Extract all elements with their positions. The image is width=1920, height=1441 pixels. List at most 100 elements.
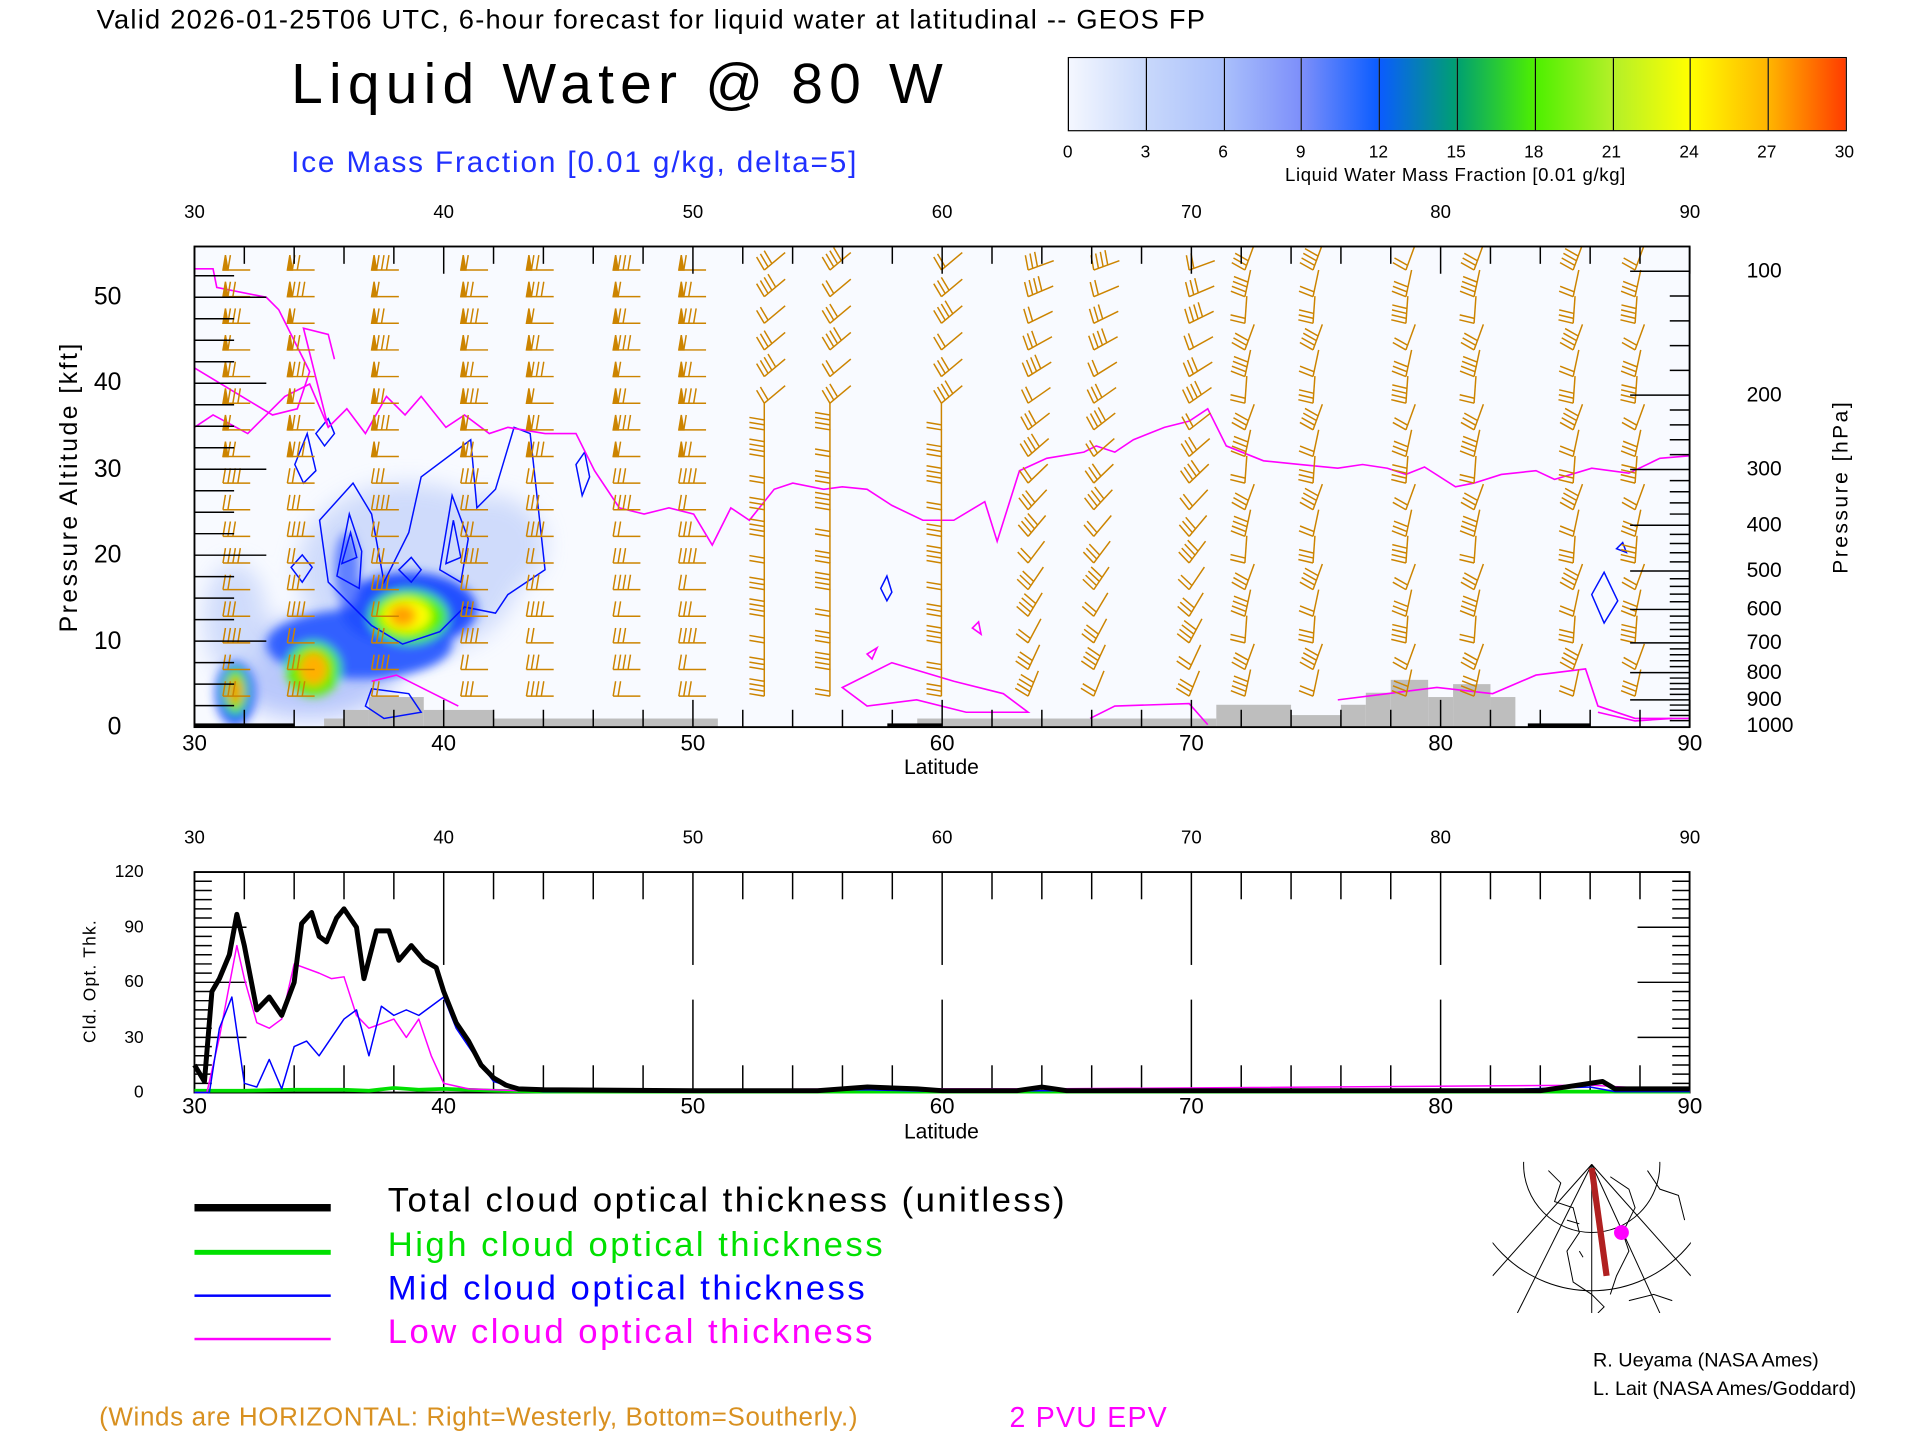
wind-barb bbox=[1392, 324, 1416, 351]
wind-barb bbox=[1298, 455, 1316, 484]
wind-barb bbox=[1014, 670, 1040, 697]
wind-barb bbox=[1177, 592, 1204, 617]
wind-barb bbox=[677, 441, 707, 458]
credit-ueyama: R. Ueyama (NASA Ames) bbox=[1592, 1350, 1819, 1372]
wind-barb bbox=[755, 330, 786, 351]
wind-barb bbox=[460, 574, 489, 591]
wind-barb bbox=[286, 521, 315, 538]
optical-thickness-plot bbox=[192, 871, 1691, 1094]
tick-label: 30 bbox=[184, 201, 205, 223]
wind-barb bbox=[1298, 615, 1316, 644]
wind-barb bbox=[1181, 412, 1212, 431]
wind-barb bbox=[926, 509, 943, 538]
tick-label: 120 bbox=[114, 860, 144, 881]
wind-barb bbox=[612, 627, 641, 644]
tick-label: 1000 bbox=[1746, 713, 1794, 738]
wind-barb bbox=[222, 334, 251, 351]
tick-label: 18 bbox=[1524, 141, 1544, 162]
wind-barb bbox=[814, 535, 831, 564]
wind-barb bbox=[677, 414, 707, 431]
wind-barb bbox=[459, 414, 489, 431]
wind-barb bbox=[1299, 324, 1324, 351]
colorbar bbox=[1067, 56, 1847, 132]
wind-barb bbox=[1621, 403, 1646, 431]
wind-barb bbox=[678, 601, 707, 617]
wind-barb bbox=[755, 250, 786, 271]
wind-barb bbox=[1024, 251, 1054, 271]
wind-barb bbox=[1459, 429, 1481, 458]
wind-barb bbox=[286, 441, 315, 458]
wind-barb bbox=[749, 429, 766, 458]
wind-barb bbox=[525, 627, 554, 644]
wind-barb bbox=[222, 255, 251, 271]
tick-label: 70 bbox=[1181, 827, 1202, 849]
wind-barb bbox=[749, 562, 766, 591]
tick-label: 9 bbox=[1295, 141, 1306, 162]
wind-barb bbox=[370, 441, 399, 458]
tick-label: 50 bbox=[682, 201, 704, 223]
wind-barb bbox=[612, 441, 641, 458]
wind-barb bbox=[678, 654, 707, 671]
wind-barb bbox=[612, 521, 641, 538]
wind-barb bbox=[525, 548, 554, 564]
wind-barb bbox=[749, 615, 766, 644]
tick-label: 70 bbox=[1178, 730, 1204, 756]
wind-barb bbox=[1022, 330, 1053, 351]
terrain-block bbox=[324, 718, 345, 728]
wind-barb bbox=[1020, 410, 1051, 431]
wind-barb bbox=[1182, 357, 1213, 378]
wind-barb bbox=[1088, 328, 1118, 351]
wind-barb bbox=[1177, 566, 1206, 591]
wind-barb bbox=[1620, 269, 1642, 298]
wind-barb bbox=[1392, 483, 1416, 511]
surface-marker bbox=[1527, 723, 1591, 728]
wind-barb bbox=[370, 414, 399, 431]
wind-barb bbox=[1184, 302, 1214, 324]
wind-barb bbox=[1299, 246, 1324, 271]
wind-barb bbox=[370, 308, 399, 325]
wind-barb bbox=[1230, 509, 1252, 538]
wind-barb bbox=[370, 361, 399, 378]
wind-barb bbox=[1181, 380, 1212, 404]
wind-barb bbox=[814, 482, 831, 511]
legend-swatch bbox=[194, 1249, 331, 1255]
wind-barb bbox=[678, 574, 707, 591]
wind-barb bbox=[525, 521, 554, 538]
wind-barb bbox=[1621, 324, 1646, 351]
wind-barb bbox=[933, 356, 963, 378]
wind-barb bbox=[1082, 540, 1111, 564]
wind-barb bbox=[612, 681, 641, 697]
wind-barb bbox=[460, 601, 489, 617]
wind-barb bbox=[460, 468, 489, 484]
wind-barb bbox=[678, 548, 707, 564]
wind-barb bbox=[1016, 566, 1044, 591]
wind-barb bbox=[814, 402, 831, 431]
terrain-block bbox=[493, 718, 718, 728]
wind-barb bbox=[370, 574, 399, 591]
tick-label: 6 bbox=[1218, 141, 1228, 162]
wind-barb bbox=[1392, 563, 1416, 591]
wind-barb bbox=[1299, 483, 1324, 511]
wind-barb bbox=[1392, 403, 1416, 431]
wind-barb bbox=[1230, 269, 1252, 298]
wind-barb bbox=[1179, 459, 1210, 484]
wind-barb bbox=[1230, 429, 1252, 458]
wind-barb bbox=[1558, 669, 1580, 697]
wind-barb bbox=[222, 494, 251, 511]
tick-label: 60 bbox=[931, 201, 953, 223]
wind-barb bbox=[370, 468, 399, 484]
terrain-block bbox=[423, 709, 494, 728]
wind-barb bbox=[926, 642, 943, 671]
wind-barb bbox=[814, 509, 831, 538]
wind-barb bbox=[1620, 669, 1642, 697]
wind-barb bbox=[1016, 592, 1043, 617]
wind-barb bbox=[1178, 539, 1207, 564]
wind-barb bbox=[286, 388, 315, 404]
wind-barb bbox=[1620, 455, 1638, 484]
wind-barb bbox=[926, 482, 943, 511]
legend-swatch bbox=[194, 1294, 331, 1297]
wind-barb bbox=[1084, 463, 1114, 484]
wind-barb bbox=[1391, 535, 1409, 564]
colorbar-label: Liquid Water Mass Fraction [0.01 g/kg] bbox=[1285, 164, 1626, 186]
